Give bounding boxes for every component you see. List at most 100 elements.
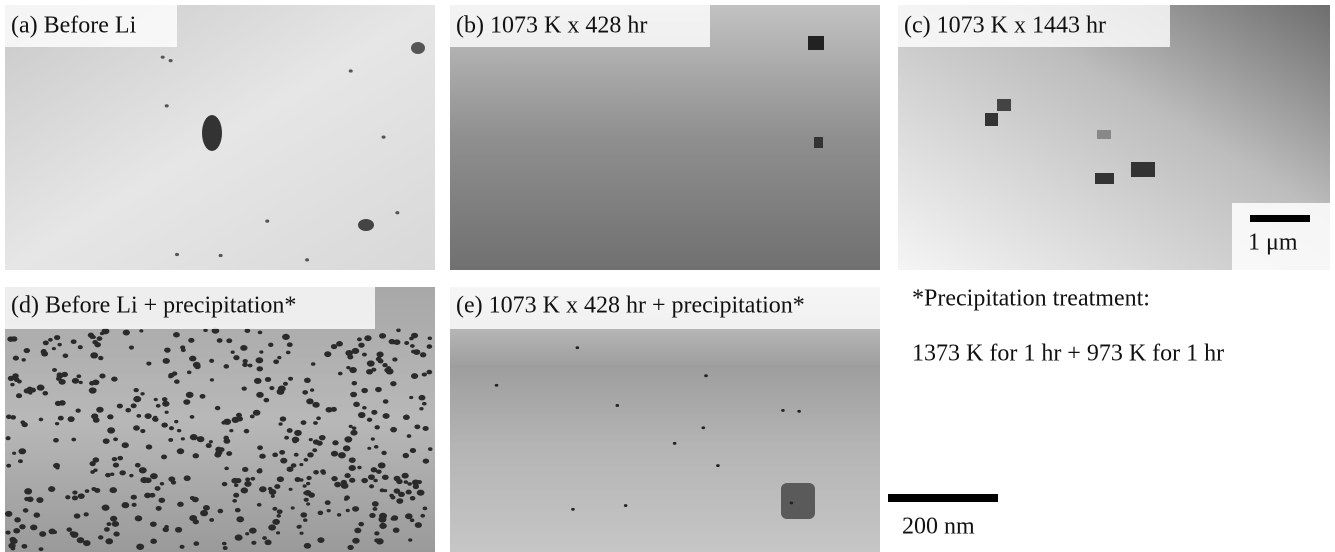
particle <box>79 381 83 384</box>
particle <box>57 372 63 377</box>
particle <box>305 258 309 261</box>
particle <box>232 499 237 503</box>
particle <box>797 410 801 413</box>
particle <box>97 336 103 341</box>
particle <box>418 395 425 401</box>
particle <box>375 387 382 392</box>
particle <box>215 447 222 452</box>
particle <box>240 345 247 351</box>
particle <box>223 436 229 440</box>
particle <box>226 338 232 343</box>
particle <box>367 362 372 366</box>
particle <box>19 524 25 529</box>
particle <box>203 505 210 511</box>
particle <box>146 361 151 365</box>
particle <box>236 516 244 522</box>
particle <box>68 416 75 422</box>
particle <box>410 344 415 348</box>
particle <box>268 524 276 530</box>
particle <box>165 104 169 107</box>
particle <box>17 380 22 384</box>
particle <box>53 463 60 469</box>
particle <box>357 337 362 341</box>
particle <box>716 464 720 467</box>
particle <box>223 546 228 550</box>
particle <box>173 332 180 337</box>
particle <box>103 438 110 444</box>
particle <box>8 543 15 549</box>
particle <box>254 378 262 384</box>
panel-label: (b) 1073 K x 428 hr <box>456 13 647 39</box>
particle <box>379 513 387 519</box>
particle <box>92 340 98 344</box>
particle <box>294 430 302 436</box>
particle <box>52 347 56 350</box>
particle <box>30 525 37 531</box>
particle <box>209 440 213 443</box>
particle <box>180 545 185 549</box>
precipitate <box>202 115 222 151</box>
particle <box>131 495 137 500</box>
particle <box>352 538 360 544</box>
particle <box>218 509 224 514</box>
particle <box>299 463 303 466</box>
particle <box>383 489 387 492</box>
particle <box>268 343 273 347</box>
particle <box>224 467 229 471</box>
particle <box>349 478 355 483</box>
particle <box>111 376 117 381</box>
particle <box>781 409 785 412</box>
particle <box>277 476 284 482</box>
particle <box>65 495 70 499</box>
particle <box>132 503 137 507</box>
particle <box>54 335 60 340</box>
particle <box>161 56 165 59</box>
particle <box>306 398 313 404</box>
particle <box>24 348 31 353</box>
particle <box>304 543 311 549</box>
particle <box>177 429 181 433</box>
particle <box>249 528 257 534</box>
particle <box>162 527 169 532</box>
particle <box>133 425 140 430</box>
particle <box>156 506 162 511</box>
particle <box>258 468 262 471</box>
particle <box>349 457 356 463</box>
particle <box>306 502 310 505</box>
particle <box>396 328 401 332</box>
particle <box>183 399 190 405</box>
particle <box>299 532 303 535</box>
particle <box>417 490 425 496</box>
precipitate <box>997 99 1011 111</box>
particle <box>107 414 113 419</box>
particle <box>129 474 133 477</box>
particle <box>136 414 141 418</box>
particle <box>12 452 16 455</box>
particle <box>219 254 223 257</box>
particle <box>98 535 103 539</box>
particle <box>334 482 341 488</box>
particle <box>407 434 412 438</box>
particle <box>350 430 357 436</box>
particle <box>214 452 221 458</box>
particle <box>701 426 705 429</box>
particle <box>197 436 205 442</box>
particle <box>576 346 580 349</box>
particle <box>232 417 240 423</box>
particle <box>215 406 221 410</box>
particle <box>571 508 575 511</box>
particle <box>331 344 337 349</box>
particle <box>375 425 380 429</box>
particle <box>18 448 26 454</box>
particle <box>343 445 351 451</box>
particle <box>303 484 307 487</box>
particle <box>21 544 27 549</box>
particle <box>78 345 83 349</box>
particle <box>404 480 409 484</box>
particle <box>223 419 231 425</box>
particle <box>53 438 59 443</box>
particle <box>294 453 299 457</box>
precipitate <box>1095 173 1114 184</box>
particle <box>209 359 214 363</box>
particle <box>408 538 412 541</box>
